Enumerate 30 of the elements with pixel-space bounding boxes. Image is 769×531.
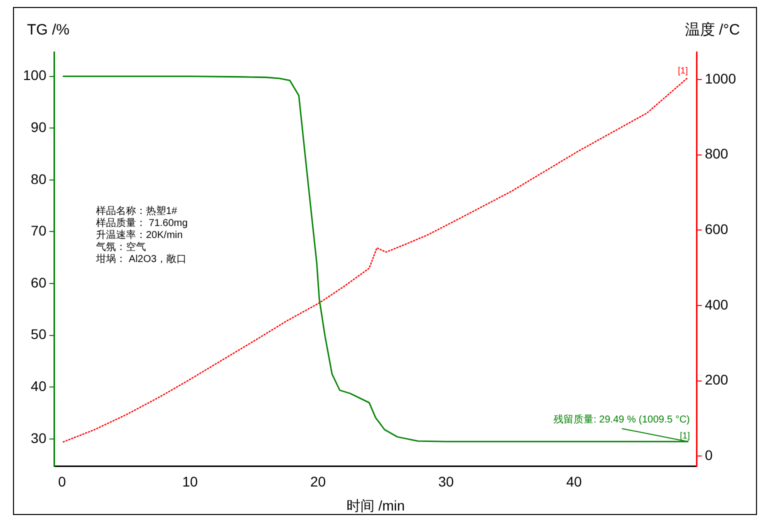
y-tick-label: 40 <box>30 378 47 394</box>
y2-tick-label: 200 <box>704 372 728 388</box>
annotation: 升温速率：20K/min <box>96 228 183 241</box>
annotation: 样品名称：热塑1# <box>96 204 178 217</box>
x-tick-label: 10 <box>182 474 198 490</box>
y-tick-label: 80 <box>30 170 47 187</box>
y-tick-label: 60 <box>30 274 47 290</box>
y2-tick-label: 800 <box>704 146 728 162</box>
annotation: [1] <box>680 430 690 441</box>
x-tick-label: 30 <box>438 474 454 490</box>
x-tick-label: 40 <box>566 474 582 490</box>
y-tick-label: 100 <box>23 67 47 84</box>
y-tick-label: 30 <box>30 430 47 446</box>
annotation: 残留质量: 29.49 % (1009.5 °C) <box>554 413 690 426</box>
x-tick-label: 20 <box>310 474 326 490</box>
x-axis-title: 时间 /min <box>346 497 405 514</box>
y-tick-label: 50 <box>30 326 47 342</box>
y2-axis-title: 温度 /°C <box>684 22 740 39</box>
y-axis-title: TG /% <box>27 22 70 39</box>
y2-tick-label: 400 <box>704 296 728 312</box>
y-tick-label: 70 <box>30 222 47 239</box>
y2-tick-label: 1000 <box>704 70 736 86</box>
x-tick-label: 0 <box>58 474 66 490</box>
annotation: 坩埚： Al2O3，敞口 <box>95 252 187 265</box>
annotation: 样品质量： 71.60mg <box>96 216 188 229</box>
annotation: 气氛：空气 <box>96 240 146 253</box>
y2-tick-label: 600 <box>704 221 728 238</box>
annotation: [1] <box>678 66 688 76</box>
y2-tick-label: 0 <box>704 447 713 464</box>
y-tick-label: 90 <box>30 119 47 136</box>
